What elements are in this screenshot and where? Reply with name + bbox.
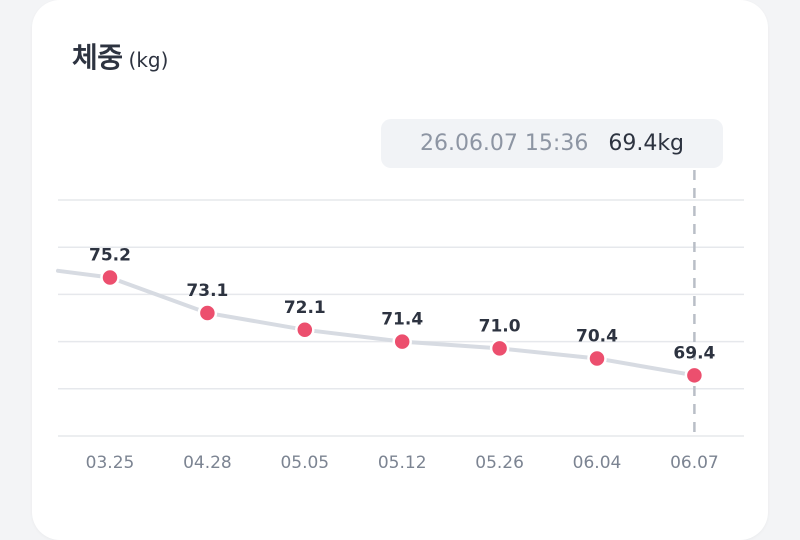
chart-title: 체중 <box>72 41 123 74</box>
chart-unit: (kg) <box>128 48 169 72</box>
x-tick-3: 05.12 <box>378 453 427 473</box>
x-tick-2: 05.05 <box>280 453 329 473</box>
data-label-0: 75.2 <box>89 246 131 266</box>
x-tick-1: 04.28 <box>183 453 232 473</box>
data-point-4[interactable] <box>489 338 510 359</box>
data-label-4: 71.0 <box>479 316 521 336</box>
data-label-3: 71.4 <box>381 310 423 330</box>
data-point-1[interactable] <box>197 303 218 323</box>
tooltip-datetime: 26.06.07 15:36 <box>419 131 589 156</box>
weight-line-chart[interactable]: 75.273.172.171.4 71.070.469.4 03.25 04.28 0… <box>0 0 800 524</box>
data-label-6: 69.4 <box>673 343 715 363</box>
tooltip-value: 69.4kg <box>608 131 685 156</box>
data-label-2: 72.1 <box>284 298 326 318</box>
weight-chart-card <box>32 0 768 540</box>
data-point-3[interactable] <box>392 331 412 352</box>
x-tick-5: 06.04 <box>573 453 622 473</box>
data-points[interactable] <box>100 267 705 386</box>
data-point-2[interactable] <box>295 320 315 340</box>
data-point-5[interactable] <box>587 348 607 369</box>
series-line <box>56 268 697 378</box>
x-tick-6: 06.07 <box>670 453 719 473</box>
chart-header: 체중 (kg) <box>72 36 168 76</box>
x-axis-ticks: 03.25 04.28 05.05 05.12 05.26 06.04 06.07 <box>86 453 719 473</box>
data-point-6[interactable] <box>684 365 705 386</box>
grid-lines <box>58 199 744 437</box>
data-label-1: 73.1 <box>186 281 228 301</box>
x-tick-4: 05.26 <box>475 453 524 473</box>
data-labels: 75.2 73.1 72.1 71.4 71.0 70.4 69.4 <box>89 246 716 364</box>
selected-point-tooltip: 26.06.07 15:36 69.4kg <box>381 119 723 168</box>
weight-series-line <box>56 268 697 378</box>
x-tick-0: 03.25 <box>86 453 135 473</box>
data-label-5: 70.4 <box>576 326 618 346</box>
data-point-0[interactable] <box>100 267 120 288</box>
